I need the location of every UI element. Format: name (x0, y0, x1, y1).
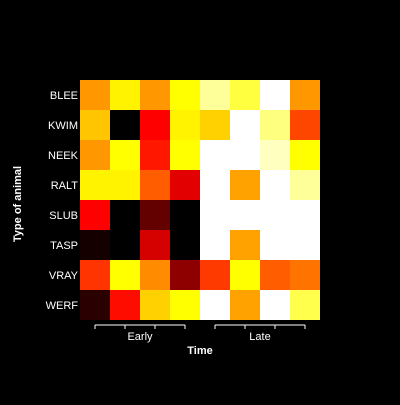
heatmap-cell (200, 260, 230, 290)
heatmap-cell (260, 200, 290, 230)
heatmap-cell (290, 230, 320, 260)
heatmap-cell (80, 200, 110, 230)
heatmap-cell (110, 230, 140, 260)
heatmap-cell (230, 170, 260, 200)
row-label: WERF (46, 300, 79, 312)
heatmap-cell (200, 170, 230, 200)
heatmap-cell (80, 170, 110, 200)
heatmap-cell (260, 170, 290, 200)
row-label: NEEK (48, 150, 79, 162)
heatmap-cell (170, 200, 200, 230)
heatmap-cells (80, 80, 320, 320)
heatmap-cell (200, 290, 230, 320)
heatmap-cell (260, 110, 290, 140)
heatmap-cell (80, 290, 110, 320)
heatmap-cell (80, 110, 110, 140)
row-label: TASP (50, 240, 78, 252)
heatmap-cell (260, 230, 290, 260)
heatmap-cell (170, 140, 200, 170)
heatmap-cell (170, 260, 200, 290)
heatmap-cell (170, 170, 200, 200)
heatmap-cell (110, 140, 140, 170)
x-axis-title: Time (187, 345, 212, 357)
row-label: SLUB (49, 210, 78, 222)
heatmap-cell (170, 110, 200, 140)
heatmap-cell (80, 80, 110, 110)
heatmap-cell (110, 80, 140, 110)
heatmap-cell (140, 80, 170, 110)
heatmap-cell (140, 110, 170, 140)
heatmap-cell (110, 260, 140, 290)
heatmap-cell (260, 290, 290, 320)
heatmap-cell (140, 230, 170, 260)
heatmap-cell (80, 230, 110, 260)
heatmap-cell (290, 260, 320, 290)
y-axis-title: Type of animal (12, 166, 24, 242)
heatmap-cell (140, 140, 170, 170)
heatmap-cell (80, 140, 110, 170)
heatmap-cell (260, 80, 290, 110)
row-label: RALT (51, 180, 79, 192)
heatmap-cell (260, 140, 290, 170)
row-label: KWIM (48, 120, 78, 132)
heatmap-cell (230, 200, 260, 230)
heatmap-cell (200, 80, 230, 110)
heatmap-cell (200, 110, 230, 140)
heatmap-cell (110, 110, 140, 140)
row-label: BLEE (50, 90, 78, 102)
heatmap-cell (140, 200, 170, 230)
heatmap-cell (110, 290, 140, 320)
group-label: Early (127, 331, 153, 343)
heatmap-cell (230, 80, 260, 110)
heatmap-cell (230, 260, 260, 290)
group-label: Late (249, 331, 270, 343)
heatmap-cell (290, 80, 320, 110)
row-labels: BLEE KWIM NEEK RALT SLUB TASP VRAY WERF (46, 90, 79, 312)
heatmap-cell (140, 290, 170, 320)
heatmap-cell (290, 110, 320, 140)
heatmap-cell (290, 140, 320, 170)
heatmap-cell (110, 200, 140, 230)
heatmap-cell (290, 290, 320, 320)
heatmap-cell (140, 170, 170, 200)
heatmap-cell (230, 230, 260, 260)
heatmap-cell (80, 260, 110, 290)
heatmap-cell (200, 200, 230, 230)
heatmap-cell (230, 110, 260, 140)
heatmap-cell (170, 230, 200, 260)
x-axis: Early Late (94, 324, 306, 343)
heatmap-cell (290, 200, 320, 230)
heatmap-cell (170, 80, 200, 110)
heatmap-cell (110, 170, 140, 200)
row-label: VRAY (49, 270, 79, 282)
heatmap-cell (290, 170, 320, 200)
heatmap-cell (200, 230, 230, 260)
heatmap-cell (230, 290, 260, 320)
heatmap-cell (140, 260, 170, 290)
heatmap-cell (230, 140, 260, 170)
heatmap-cell (170, 290, 200, 320)
heatmap-cell (200, 140, 230, 170)
heatmap-cell (260, 260, 290, 290)
